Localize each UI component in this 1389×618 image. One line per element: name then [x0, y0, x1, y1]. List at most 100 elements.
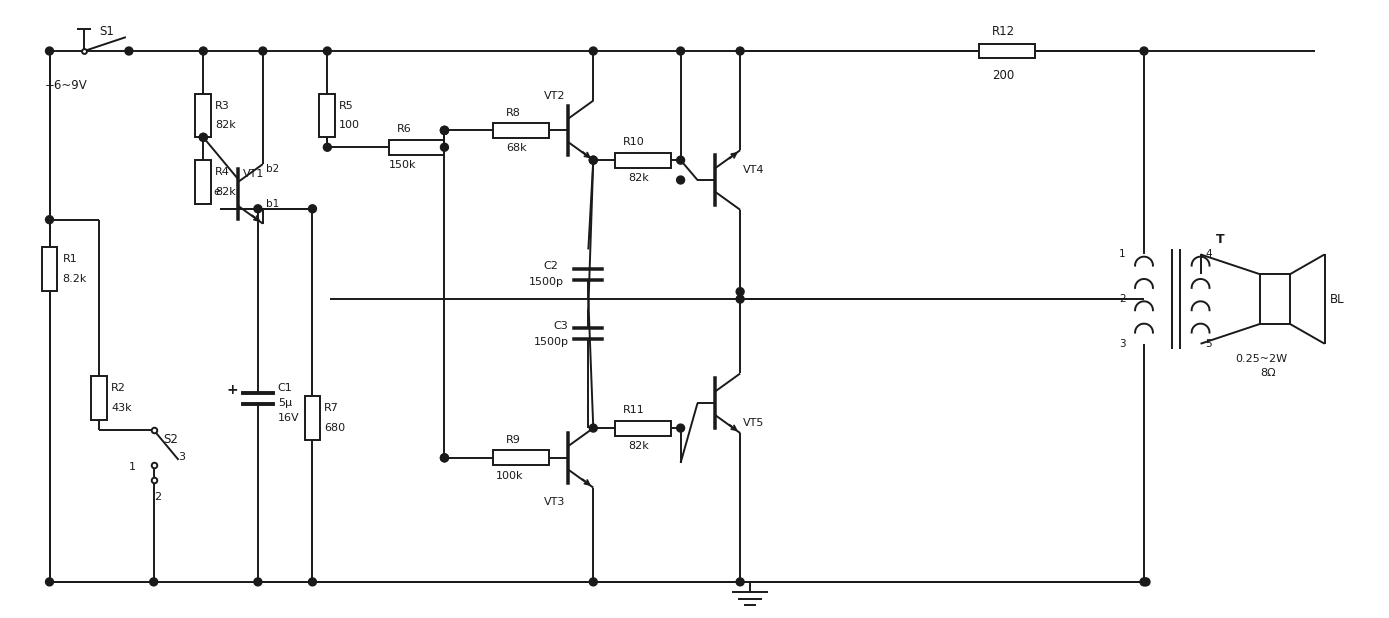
Circle shape: [308, 578, 317, 586]
Text: 1500p: 1500p: [533, 337, 568, 347]
Text: R8: R8: [506, 108, 521, 117]
Bar: [493, 123, 549, 138]
Text: R9: R9: [506, 435, 521, 445]
Circle shape: [440, 127, 449, 134]
Text: 3: 3: [1120, 339, 1126, 349]
Bar: [615, 153, 671, 167]
Text: +: +: [226, 383, 238, 397]
Circle shape: [736, 295, 745, 303]
Text: 3: 3: [179, 452, 186, 462]
Text: 8Ω: 8Ω: [1260, 368, 1275, 378]
Text: 82k: 82k: [628, 441, 649, 451]
Text: b1: b1: [265, 199, 279, 209]
Circle shape: [46, 216, 54, 224]
Text: 68k: 68k: [506, 143, 526, 153]
Circle shape: [440, 454, 449, 462]
Circle shape: [125, 47, 133, 55]
Circle shape: [440, 454, 449, 462]
Bar: [979, 43, 1035, 59]
Text: 8.2k: 8.2k: [63, 274, 86, 284]
Text: 4: 4: [1206, 250, 1213, 260]
Bar: [304, 396, 321, 440]
Text: 82k: 82k: [215, 187, 236, 197]
Circle shape: [308, 205, 317, 213]
Circle shape: [440, 127, 449, 134]
Circle shape: [440, 127, 449, 134]
Text: R6: R6: [397, 124, 411, 134]
Circle shape: [200, 47, 207, 55]
Text: S2: S2: [164, 433, 179, 446]
Circle shape: [324, 47, 332, 55]
Text: R2: R2: [111, 383, 126, 394]
Text: 2: 2: [1120, 294, 1126, 304]
Circle shape: [46, 578, 54, 586]
Text: 82k: 82k: [628, 173, 649, 183]
Circle shape: [676, 156, 685, 164]
Text: R11: R11: [624, 405, 644, 415]
Circle shape: [150, 578, 158, 586]
Bar: [42, 247, 57, 291]
Circle shape: [440, 143, 449, 151]
Text: VT2: VT2: [543, 91, 565, 101]
Text: R3: R3: [215, 101, 231, 111]
Text: 2: 2: [154, 491, 161, 502]
Bar: [92, 376, 107, 420]
Text: b2: b2: [265, 164, 279, 174]
Bar: [389, 140, 444, 154]
Bar: [319, 94, 335, 137]
Circle shape: [589, 424, 597, 432]
Text: 1: 1: [1120, 250, 1126, 260]
Circle shape: [46, 47, 54, 55]
Text: 5μ: 5μ: [278, 398, 292, 408]
Circle shape: [736, 578, 745, 586]
Text: e: e: [214, 187, 219, 197]
Circle shape: [589, 156, 597, 164]
Text: R12: R12: [992, 25, 1015, 38]
Text: 0.25~2W: 0.25~2W: [1235, 353, 1288, 363]
Circle shape: [1140, 578, 1147, 586]
Text: T: T: [1215, 233, 1224, 246]
Text: 100: 100: [339, 121, 360, 130]
Text: C2: C2: [543, 261, 558, 271]
Text: VT4: VT4: [743, 165, 764, 175]
Text: S1: S1: [99, 25, 114, 38]
Circle shape: [589, 156, 597, 164]
Text: 100k: 100k: [496, 471, 524, 481]
Text: 5: 5: [1206, 339, 1213, 349]
Text: R1: R1: [63, 255, 78, 265]
Circle shape: [324, 143, 332, 151]
Circle shape: [258, 47, 267, 55]
Text: BL: BL: [1329, 292, 1345, 305]
Circle shape: [1140, 47, 1147, 55]
Text: R5: R5: [339, 101, 354, 111]
Circle shape: [254, 578, 263, 586]
Text: 1: 1: [129, 462, 136, 472]
Circle shape: [254, 205, 263, 213]
Bar: [1260, 274, 1290, 324]
Circle shape: [589, 47, 597, 55]
Text: 82k: 82k: [215, 121, 236, 130]
Circle shape: [200, 133, 207, 142]
Text: 680: 680: [325, 423, 346, 433]
Circle shape: [1142, 578, 1150, 586]
Text: VT3: VT3: [543, 497, 565, 507]
Circle shape: [736, 287, 745, 295]
Text: R7: R7: [325, 403, 339, 413]
Bar: [493, 451, 549, 465]
Bar: [615, 421, 671, 436]
Text: +6~9V: +6~9V: [44, 79, 88, 92]
Text: C3: C3: [554, 321, 568, 331]
Text: VT5: VT5: [743, 418, 764, 428]
Text: 1500p: 1500p: [529, 277, 564, 287]
Text: 43k: 43k: [111, 403, 132, 413]
Text: C1: C1: [278, 383, 293, 394]
Circle shape: [736, 47, 745, 55]
Text: VT1: VT1: [243, 169, 264, 179]
Text: R4: R4: [215, 167, 231, 177]
Bar: [196, 160, 211, 204]
Text: 200: 200: [992, 69, 1014, 82]
Bar: [196, 94, 211, 137]
Text: R10: R10: [624, 137, 644, 147]
Circle shape: [200, 133, 207, 142]
Circle shape: [676, 176, 685, 184]
